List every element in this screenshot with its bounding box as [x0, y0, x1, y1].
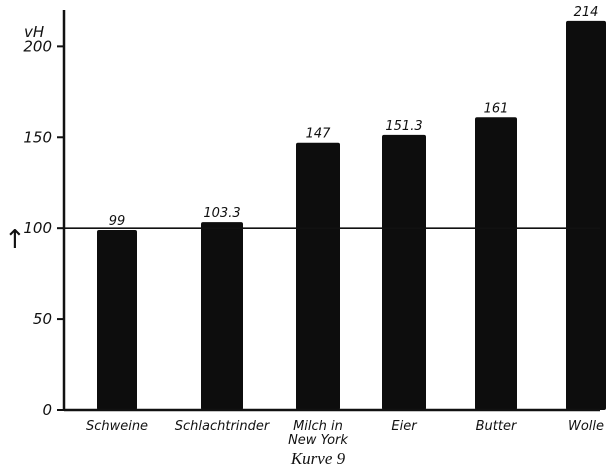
- y-tick-label: 150: [23, 128, 52, 146]
- y-tick-label: 200: [23, 37, 52, 55]
- bar-wolle: [566, 20, 606, 411]
- x-category-label: New York: [288, 433, 348, 448]
- y-axis-unit-label: vH: [24, 23, 44, 41]
- bar-value-label: 103.3: [203, 206, 240, 221]
- x-category-label: Schweine: [86, 419, 148, 434]
- bar-value-label: 161: [484, 101, 509, 116]
- bar-value-label: 214: [574, 5, 599, 20]
- bar-value-label: 151.3: [385, 119, 422, 134]
- bar-eier: [382, 134, 426, 410]
- up-arrow-icon: ↑: [4, 225, 26, 255]
- bar-value-label: 99: [109, 214, 126, 229]
- y-tick-label: 50: [33, 310, 52, 328]
- x-category-label: Milch in: [293, 419, 343, 434]
- y-tick-label-100: 100: [23, 219, 52, 237]
- bar-schweine: [97, 230, 137, 410]
- y-tick-label: 0: [42, 401, 52, 419]
- x-category-label: Wolle: [568, 419, 604, 434]
- x-category-label: Butter: [476, 419, 518, 434]
- chart-caption: Kurve 9: [290, 449, 346, 468]
- y-ticks: 0 50 150 200: [23, 37, 64, 419]
- x-category-label: Eier: [391, 419, 418, 434]
- bar-milch-in-new-york: [296, 142, 340, 410]
- bar-schlachtrinder: [201, 222, 243, 410]
- bar-butter: [475, 117, 517, 410]
- bar-value-label: 147: [306, 127, 332, 142]
- bars-layer: [97, 20, 606, 411]
- x-category-label: Schlachtrinder: [175, 419, 271, 434]
- labels-layer: 99 Schweine 103.3 Schlachtrinder 147 Milch in…: [86, 5, 604, 448]
